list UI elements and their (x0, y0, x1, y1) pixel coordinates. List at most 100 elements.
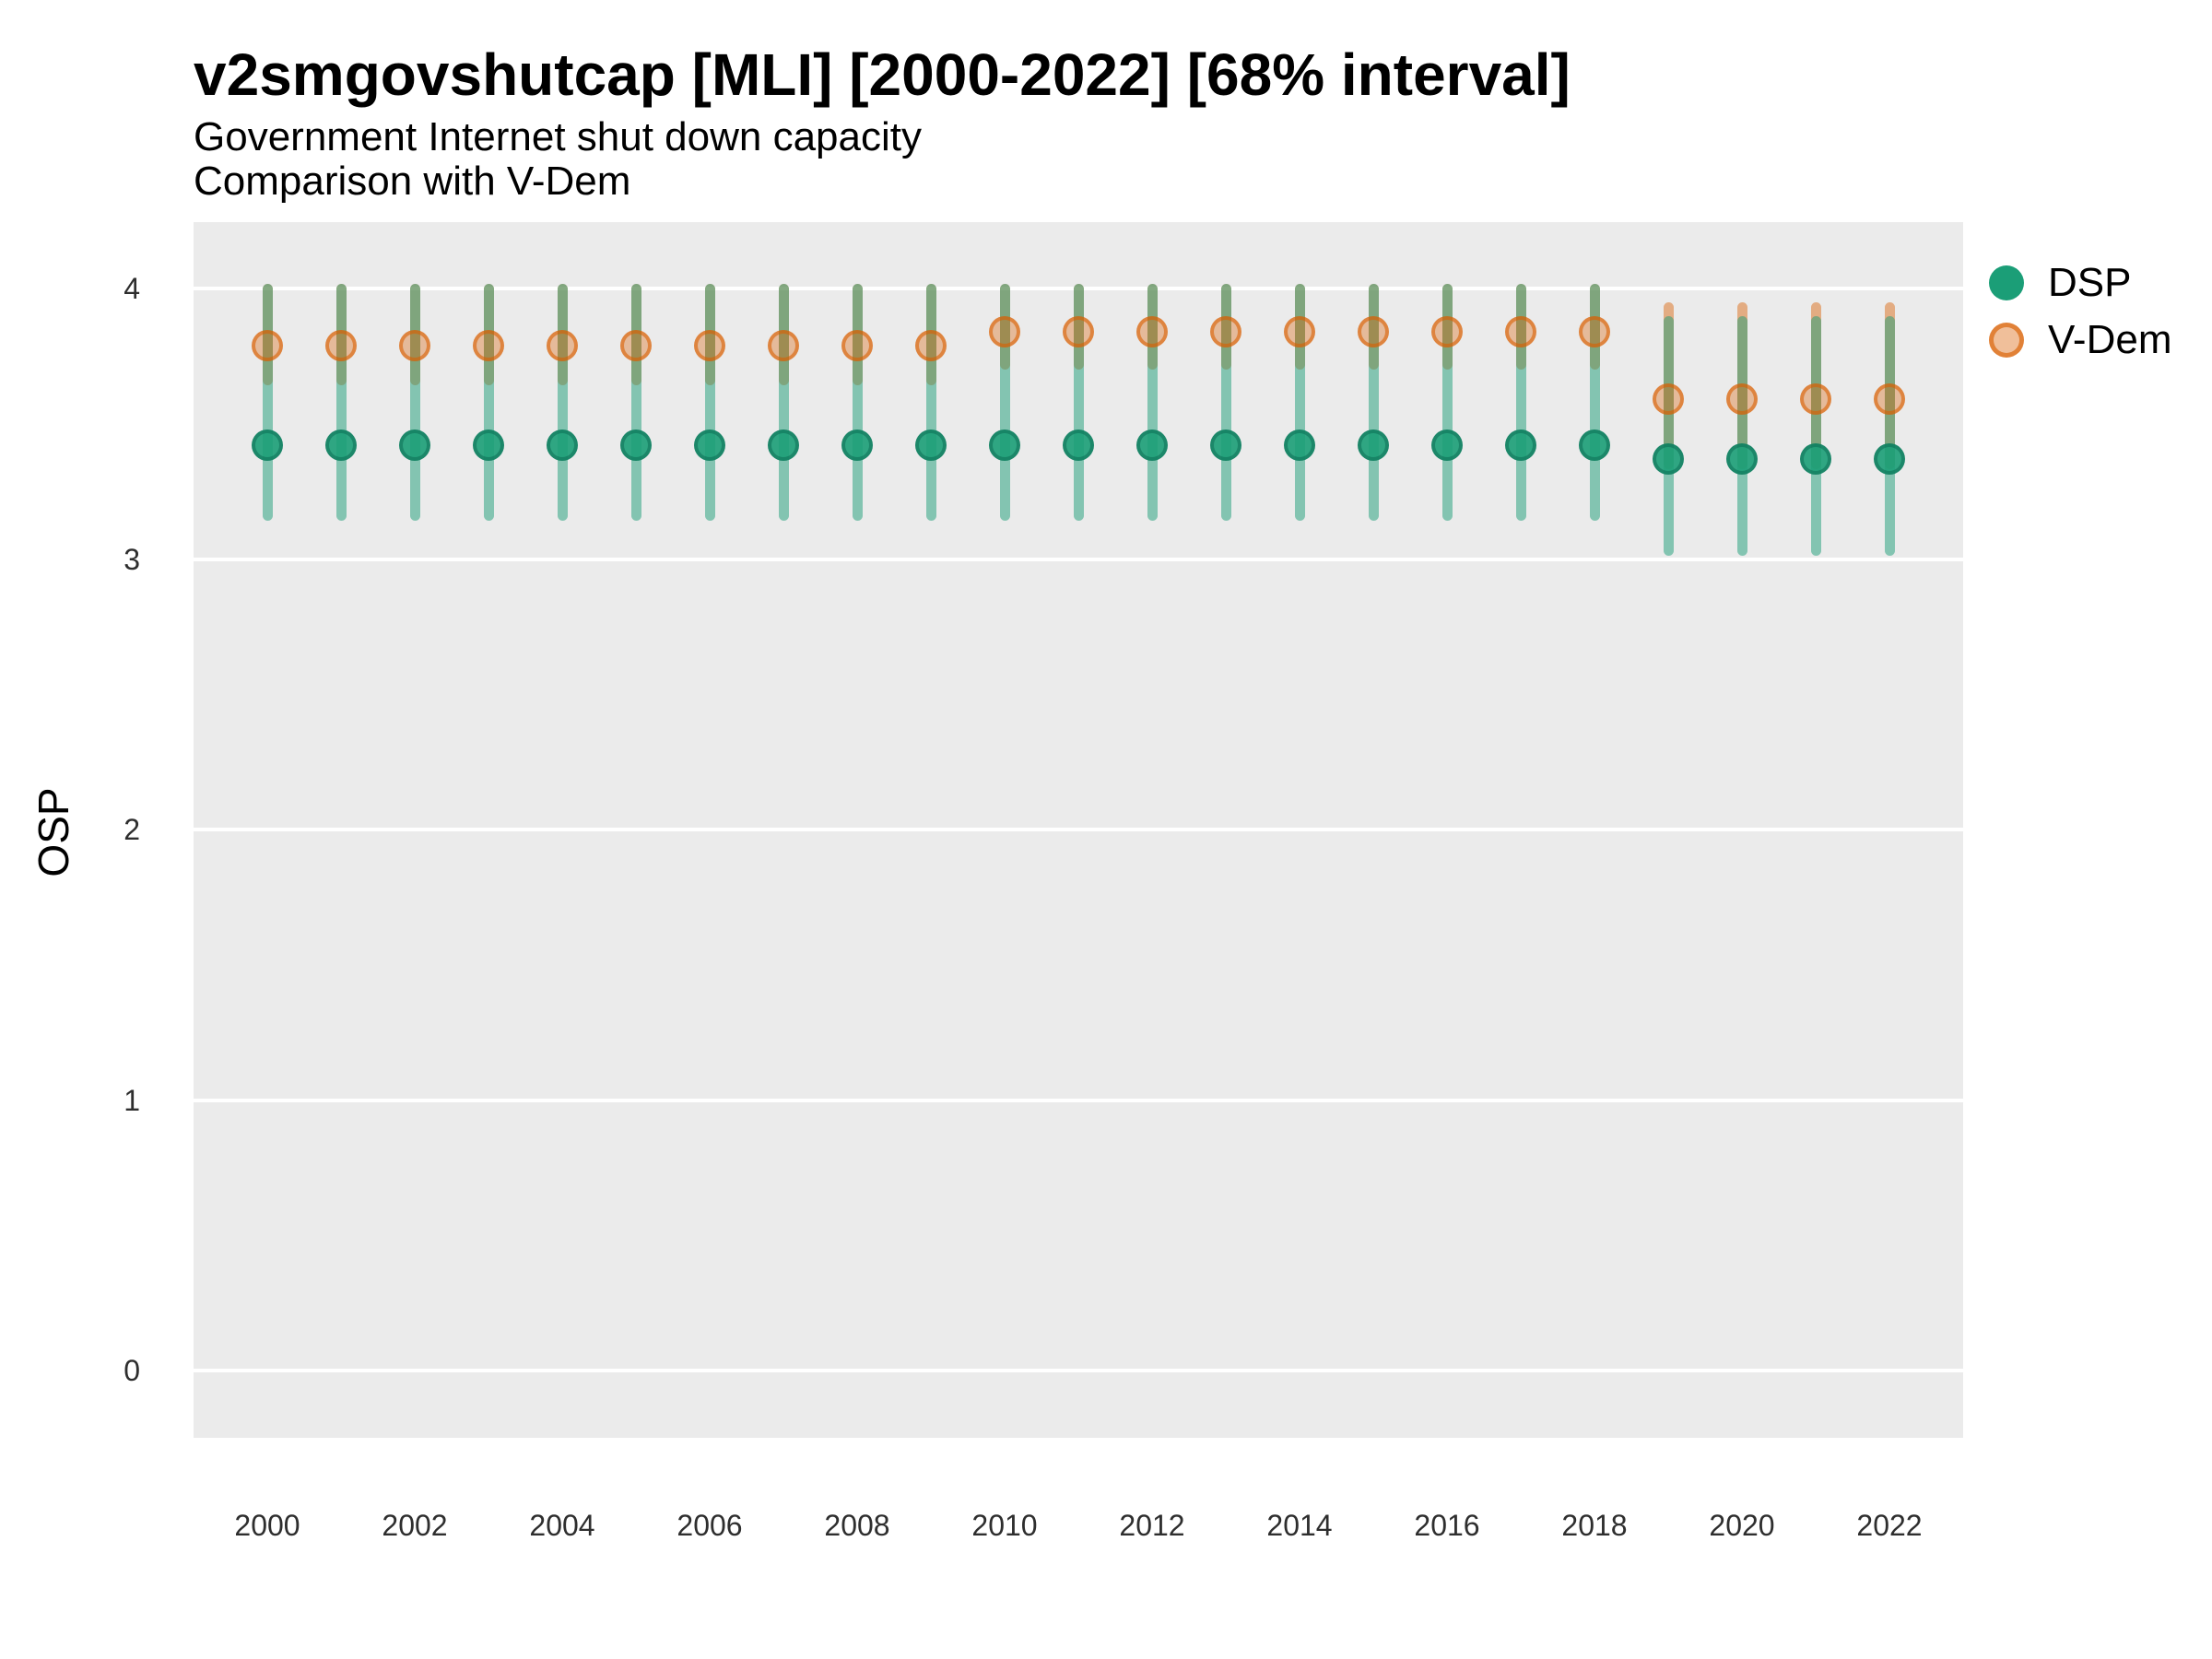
dsp-point-2010 (989, 429, 1020, 462)
dsp-point-2009 (915, 429, 947, 462)
vdem-point-2009 (915, 329, 947, 361)
dsp-interval-2010 (999, 283, 1010, 522)
dsp-interval-2018 (1589, 283, 1600, 522)
dsp-point-2015 (1358, 429, 1389, 462)
dsp-point-2002 (399, 429, 430, 462)
legend: DSP V-Dem (1989, 254, 2171, 369)
dsp-interval-2012 (1147, 283, 1158, 522)
dsp-interval-2002 (409, 283, 420, 522)
legend-item-dsp: DSP (1989, 254, 2171, 312)
dsp-interval-2020 (1736, 315, 1747, 557)
vdem-point-2006 (694, 329, 725, 361)
dsp-point-2012 (1136, 429, 1168, 462)
x-tick-label: 2008 (824, 1509, 890, 1542)
dsp-point-2003 (473, 429, 504, 462)
dsp-interval-2011 (1073, 283, 1084, 522)
dsp-interval-2014 (1294, 283, 1305, 522)
dsp-point-2013 (1210, 429, 1241, 462)
dsp-point-2019 (1653, 442, 1684, 475)
vdem-point-2002 (399, 329, 430, 361)
dsp-interval-2013 (1220, 283, 1231, 522)
vdem-point-2010 (989, 315, 1020, 347)
chart-title: v2smgovshutcap [MLI] [2000-2022] [68% in… (194, 41, 1571, 108)
x-tick-label: 2006 (677, 1509, 743, 1542)
dsp-point-2005 (620, 429, 652, 462)
y-tick-label: 3 (124, 542, 140, 576)
x-tick-label: 2022 (1856, 1509, 1923, 1542)
vdem-point-2015 (1358, 315, 1389, 347)
x-tick-label: 2004 (529, 1509, 595, 1542)
gridline-y-0 (194, 1369, 1963, 1372)
gridline-y-1 (194, 1098, 1963, 1102)
vdem-point-2019 (1653, 383, 1684, 416)
y-tick-label: 2 (124, 813, 140, 846)
dsp-interval-2019 (1663, 315, 1674, 557)
dsp-interval-2000 (262, 283, 273, 522)
vdem-point-2018 (1579, 315, 1610, 347)
legend-dsp-label: DSP (2048, 260, 2132, 305)
gridline-y-2 (194, 828, 1963, 831)
dsp-point-2006 (694, 429, 725, 462)
x-tick-label: 2016 (1414, 1509, 1480, 1542)
y-tick-label: 0 (124, 1354, 140, 1387)
vdem-point-2004 (547, 329, 578, 361)
vdem-point-2007 (768, 329, 799, 361)
x-tick-label: 2012 (1119, 1509, 1185, 1542)
x-tick-label: 2010 (971, 1509, 1038, 1542)
vdem-point-2000 (252, 329, 283, 361)
x-tick-label: 2014 (1266, 1509, 1333, 1542)
chart-subtitle-line2: Comparison with V-Dem (194, 159, 631, 204)
dsp-interval-2017 (1515, 283, 1526, 522)
dsp-point-2008 (841, 429, 873, 462)
x-tick-label: 2018 (1561, 1509, 1628, 1542)
dsp-point-2017 (1505, 429, 1536, 462)
vdem-point-2014 (1284, 315, 1315, 347)
dsp-point-2004 (547, 429, 578, 462)
vdem-point-2013 (1210, 315, 1241, 347)
legend-vdem-dot-icon (1989, 323, 2024, 358)
legend-vdem-label: V-Dem (2048, 317, 2172, 362)
vdem-point-2016 (1431, 315, 1463, 347)
vdem-point-2022 (1874, 383, 1905, 416)
dsp-interval-2001 (335, 283, 347, 522)
dsp-point-2001 (325, 429, 357, 462)
dsp-point-2022 (1874, 442, 1905, 475)
vdem-point-2012 (1136, 315, 1168, 347)
legend-dsp-dot-icon (1989, 265, 2024, 300)
y-tick-label: 4 (124, 272, 140, 305)
gridline-y-3 (194, 557, 1963, 561)
vdem-point-2017 (1505, 315, 1536, 347)
dsp-interval-2015 (1368, 283, 1379, 522)
dsp-interval-2004 (557, 283, 568, 522)
dsp-interval-2008 (852, 283, 863, 522)
dsp-interval-2006 (704, 283, 715, 522)
dsp-point-2014 (1284, 429, 1315, 462)
dsp-interval-2007 (778, 283, 789, 522)
vdem-point-2003 (473, 329, 504, 361)
dsp-interval-2022 (1884, 315, 1895, 557)
dsp-interval-2009 (925, 283, 936, 522)
dsp-point-2011 (1063, 429, 1094, 462)
x-tick-label: 2000 (234, 1509, 300, 1542)
dsp-point-2020 (1726, 442, 1758, 475)
legend-item-vdem: V-Dem (1989, 312, 2171, 369)
dsp-point-2007 (768, 429, 799, 462)
vdem-point-2001 (325, 329, 357, 361)
vdem-point-2011 (1063, 315, 1094, 347)
vdem-point-2008 (841, 329, 873, 361)
dsp-point-2018 (1579, 429, 1610, 462)
dsp-point-2021 (1800, 442, 1831, 475)
chart-subtitle-line1: Government Internet shut down capacity (194, 114, 922, 159)
dsp-interval-2005 (630, 283, 641, 522)
x-tick-label: 2002 (382, 1509, 448, 1542)
plot-panel (194, 222, 1963, 1438)
vdem-point-2021 (1800, 383, 1831, 416)
vdem-point-2020 (1726, 383, 1758, 416)
dsp-point-2000 (252, 429, 283, 462)
vdem-point-2005 (620, 329, 652, 361)
dsp-interval-2016 (1441, 283, 1453, 522)
y-tick-label: 1 (124, 1083, 140, 1117)
dsp-interval-2003 (483, 283, 494, 522)
dsp-interval-2021 (1810, 315, 1821, 557)
